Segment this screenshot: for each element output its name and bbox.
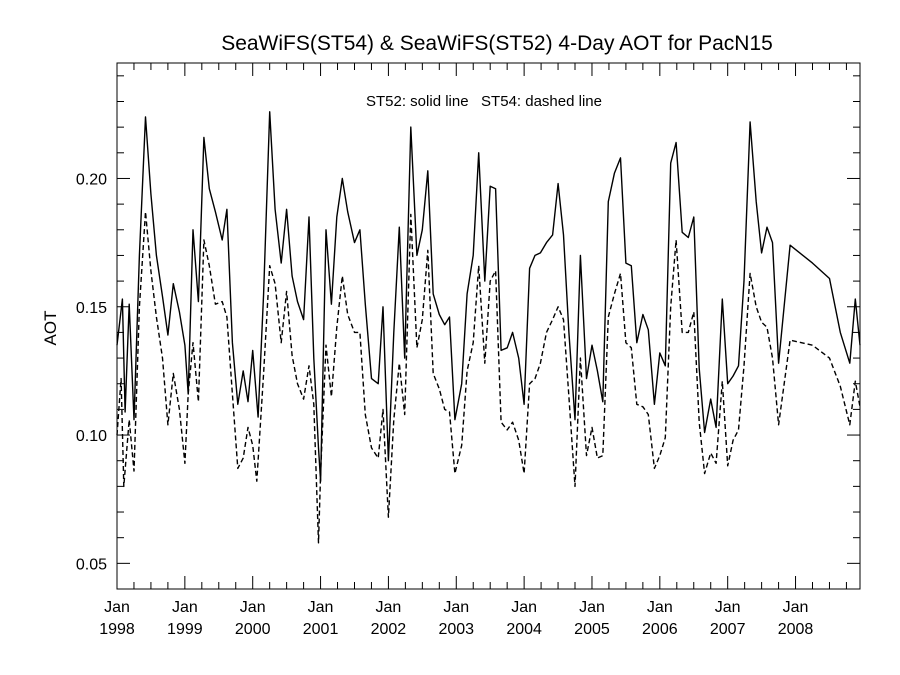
series-line-dashed — [116, 211, 861, 544]
x-tick-label-month: Jan — [443, 599, 469, 616]
x-tick-label-month: Jan — [172, 599, 198, 616]
x-tick-label-year: 1998 — [99, 621, 135, 638]
y-tick-label: 0.05 — [76, 556, 107, 573]
x-tick-label-month: Jan — [715, 599, 741, 616]
x-tick-label-month: Jan — [783, 599, 809, 616]
x-tick-label-year: 2000 — [235, 621, 271, 638]
x-tick-label-year: 1999 — [167, 621, 203, 638]
x-tick-label-year: 2006 — [642, 621, 678, 638]
axis-ticks — [116, 63, 860, 590]
series-layer — [116, 111, 861, 544]
x-tick-label-month: Jan — [647, 599, 673, 616]
x-tick-label-month: Jan — [240, 599, 266, 616]
y-axis-label: AOT — [41, 311, 60, 346]
x-tick-label-month: Jan — [308, 599, 334, 616]
plot-frame — [116, 62, 861, 590]
y-tick-label: 0.20 — [76, 171, 107, 188]
series-annotation: ST52: solid line ST54: dashed line — [366, 93, 602, 110]
chart-title: SeaWiFS(ST54) & SeaWiFS(ST52) 4-Day AOT … — [221, 32, 773, 55]
axis-tick-labels: 0.05 0.10 0.15 0.20 Jan 1998 Jan 1999 Jan 2000 Jan… — [76, 171, 814, 638]
x-tick-label-month: Jan — [579, 599, 605, 616]
x-tick-label-year: 2005 — [574, 621, 610, 638]
x-tick-label-year: 2003 — [438, 621, 474, 638]
x-tick-label-month: Jan — [376, 599, 402, 616]
series-line-solid — [116, 111, 861, 482]
x-tick-label-year: 2002 — [371, 621, 407, 638]
x-tick-label-year: 2008 — [778, 621, 814, 638]
x-tick-label-month: Jan — [104, 599, 130, 616]
x-tick-label-year: 2004 — [506, 621, 542, 638]
y-tick-label: 0.10 — [76, 428, 107, 445]
x-tick-label-year: 2001 — [303, 621, 339, 638]
x-tick-label-month: Jan — [511, 599, 537, 616]
x-tick-label-year: 2007 — [710, 621, 746, 638]
y-tick-label: 0.15 — [76, 300, 107, 317]
